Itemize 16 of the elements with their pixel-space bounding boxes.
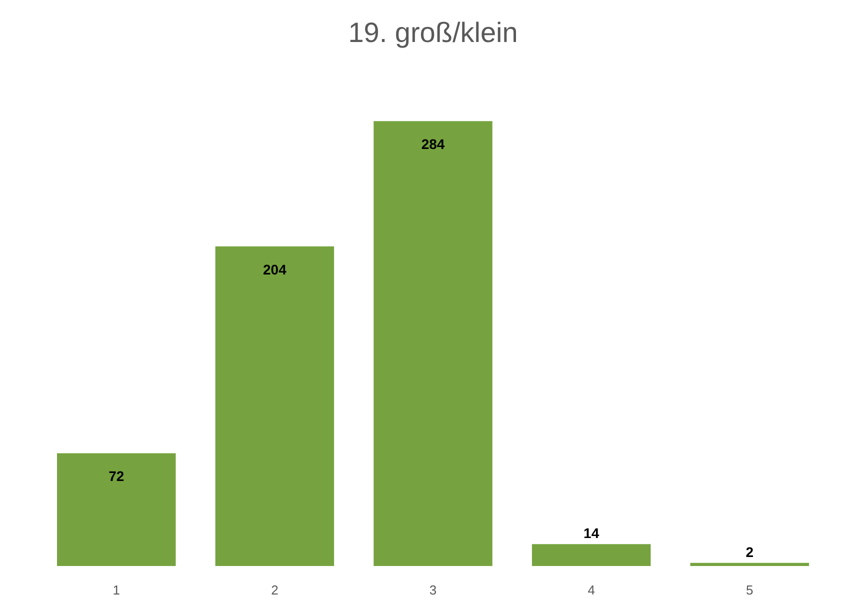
- x-tick-label: 4: [588, 582, 595, 598]
- data-label: 14: [584, 525, 600, 542]
- x-tick-label: 5: [746, 582, 754, 598]
- bar: [57, 453, 176, 566]
- bar: [215, 246, 334, 566]
- chart-title: 19. groß/klein: [348, 17, 518, 48]
- bar: [532, 544, 651, 566]
- x-tick-label: 2: [271, 582, 278, 598]
- data-label: 2: [746, 544, 754, 560]
- data-label: 72: [108, 468, 124, 484]
- x-tick-label: 1: [112, 582, 120, 598]
- x-tick-label: 3: [429, 582, 437, 598]
- data-label: 284: [421, 136, 445, 152]
- bar: [374, 121, 492, 566]
- data-label: 204: [263, 261, 287, 278]
- bar: [690, 562, 809, 566]
